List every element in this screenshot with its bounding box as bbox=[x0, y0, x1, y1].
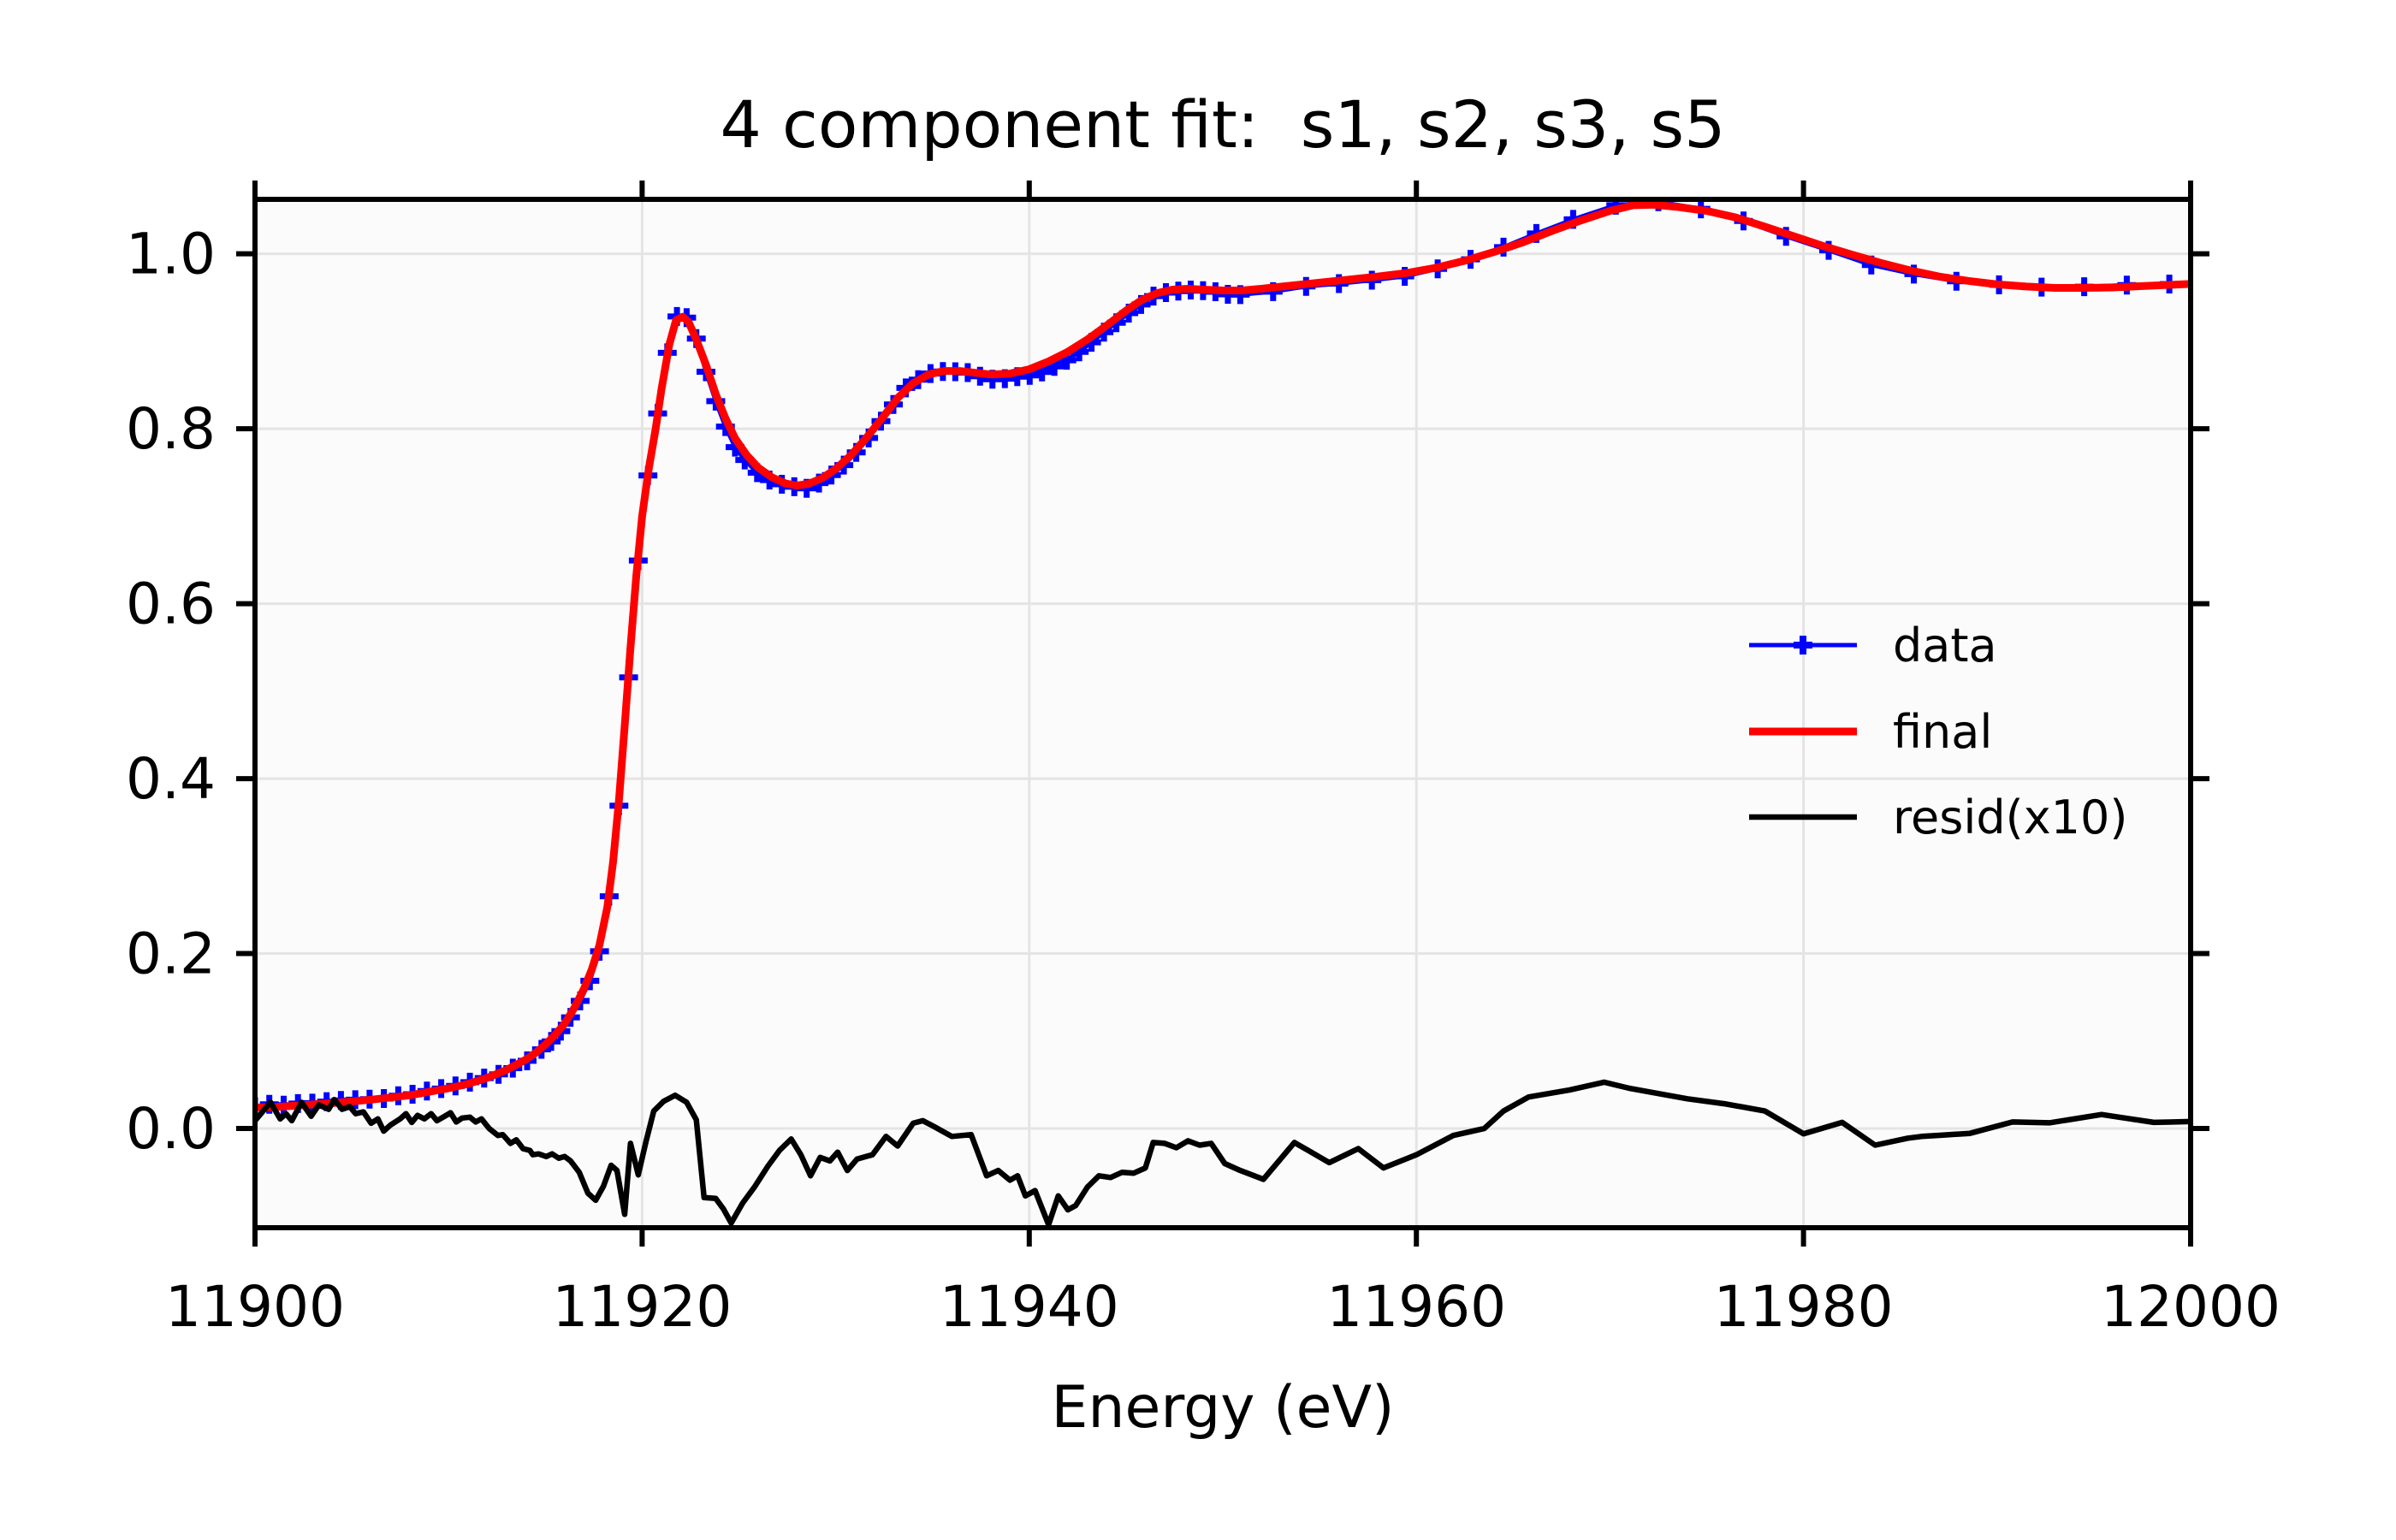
legend-item-resid: resid(x10) bbox=[1749, 791, 2127, 844]
legend-item-data: data bbox=[1749, 619, 1997, 672]
y-tick-label: 0.0 bbox=[126, 1096, 216, 1162]
y-tick-label: 0.6 bbox=[126, 572, 216, 637]
plot-area bbox=[255, 199, 2191, 1228]
y-tick-label: 0.8 bbox=[126, 396, 216, 462]
x-tick-label: 11900 bbox=[165, 1274, 345, 1340]
legend: data final resid(x10) bbox=[1749, 619, 2127, 844]
legend-label-data: data bbox=[1893, 619, 1997, 672]
plot-border bbox=[252, 197, 2193, 1230]
series-layer bbox=[255, 199, 2191, 1228]
y-tick-label: 1.0 bbox=[126, 222, 216, 287]
y-tick-label: 0.4 bbox=[126, 746, 216, 812]
legend-item-final: final bbox=[1749, 705, 1992, 759]
resid-line bbox=[255, 1079, 2191, 1228]
chart-title: 4 component fit: s1, s2, s3, s5 bbox=[721, 86, 1726, 163]
x-tick-label: 11920 bbox=[552, 1274, 732, 1340]
x-tick-label: 11940 bbox=[940, 1274, 1119, 1340]
x-tick-label: 12000 bbox=[2101, 1274, 2280, 1340]
final-line bbox=[255, 200, 2191, 1111]
legend-label-resid: resid(x10) bbox=[1893, 791, 2127, 844]
x-axis-label: Energy (eV) bbox=[1051, 1374, 1394, 1442]
x-tick-label: 11980 bbox=[1714, 1274, 1894, 1340]
legend-label-final: final bbox=[1893, 705, 1992, 759]
tick-labels: 11900 11920 11940 11960 11980 12000 0.0 0.2 0.4 0… bbox=[126, 222, 2280, 1340]
legend-plus-marker-icon bbox=[1794, 636, 1812, 654]
x-tick-label: 11960 bbox=[1326, 1274, 1506, 1340]
y-tick-label: 0.2 bbox=[126, 921, 216, 987]
axis-ticks bbox=[236, 181, 2209, 1247]
